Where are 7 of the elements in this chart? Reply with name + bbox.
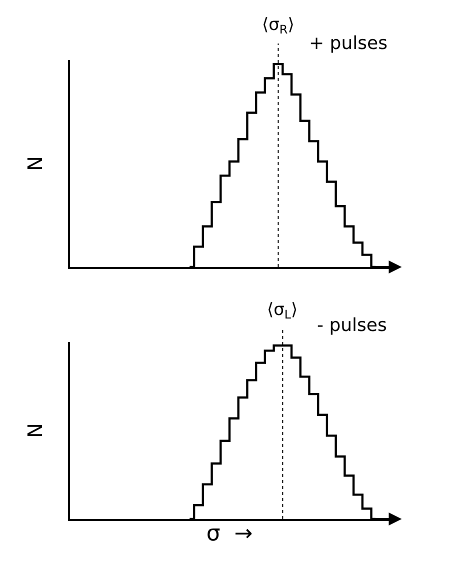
y-axis-title: N [23,423,47,438]
x-axis-title: σ → [206,521,253,546]
text: ⟨σ$_{R}$⟩ [262,15,294,37]
text: + pulses [309,33,388,54]
text: ⟨σ$_{L}$⟩ [267,300,298,322]
y-axis-title: N [23,156,47,171]
text: - pulses [317,315,387,336]
